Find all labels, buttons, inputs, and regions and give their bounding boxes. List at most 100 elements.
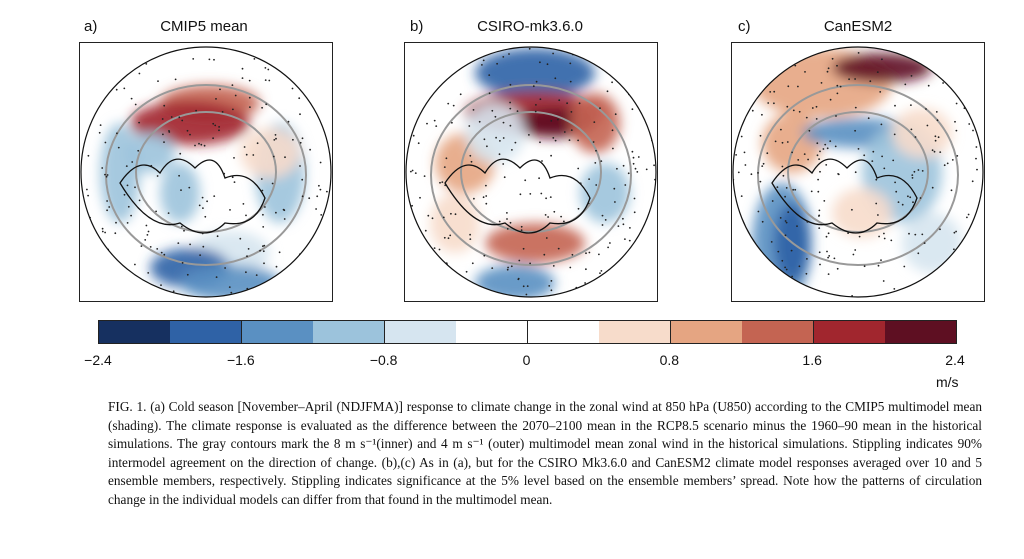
- contour-4ms: [430, 84, 632, 266]
- stipple-dot: [420, 106, 423, 109]
- stipple-dot: [208, 58, 211, 61]
- stipple-dot: [735, 154, 737, 156]
- stipple-dot: [249, 106, 251, 108]
- stipple-dot: [773, 102, 775, 105]
- stipple-dot: [737, 105, 740, 108]
- stipple-dot: [631, 150, 634, 153]
- stipple-dot: [965, 58, 968, 60]
- stipple-dot: [773, 90, 776, 93]
- stipple-dot: [506, 212, 508, 214]
- stipple-dot: [502, 56, 505, 58]
- stipple-dot: [469, 238, 472, 241]
- stipple-dot: [818, 251, 821, 254]
- stipple-dot: [733, 45, 735, 47]
- stipple-dot: [883, 232, 885, 235]
- stipple-dot: [566, 102, 568, 105]
- stipple-dot: [635, 51, 638, 54]
- stipple-dot: [309, 148, 311, 151]
- wind-anomaly-region: [570, 93, 620, 153]
- stipple-dot: [588, 251, 591, 254]
- stipple-dot: [584, 282, 586, 284]
- stipple-dot: [568, 139, 571, 141]
- stipple-dot: [837, 173, 839, 175]
- stipple-dot: [622, 164, 625, 167]
- stipple-dot: [854, 106, 857, 109]
- stipple-dot: [966, 216, 968, 219]
- stipple-dot: [112, 272, 115, 275]
- stipple-dot: [522, 247, 525, 250]
- colorbar-segment: [527, 321, 599, 343]
- stipple-dot: [645, 251, 647, 254]
- stipple-dot: [825, 164, 828, 166]
- stipple-dot: [454, 285, 457, 287]
- stipple-dot: [445, 157, 448, 160]
- stipple-dot: [950, 189, 953, 192]
- stipple-dot: [450, 55, 453, 57]
- stipple-dot: [953, 248, 955, 251]
- stipple-dot: [535, 80, 538, 83]
- stipple-dot: [823, 200, 826, 202]
- stipple-dot: [737, 171, 740, 174]
- stipple-dot: [740, 195, 743, 198]
- stipple-dot: [819, 170, 821, 173]
- stipple-dot: [881, 155, 883, 158]
- stipple-dot: [147, 272, 150, 274]
- stipple-dot: [327, 267, 330, 270]
- stipple-dot: [784, 195, 786, 198]
- stipple-dot: [615, 66, 618, 69]
- stipple-dot: [81, 272, 84, 275]
- stipple-dot: [262, 226, 265, 228]
- stipple-dot: [453, 293, 456, 296]
- stipple-dot: [622, 223, 625, 226]
- stipple-dot: [154, 52, 157, 55]
- stipple-dot: [894, 104, 896, 107]
- stipple-dot: [733, 271, 734, 274]
- stipple-dot: [569, 62, 572, 65]
- stipple-dot: [138, 121, 140, 124]
- colorbar-tick-label: −0.8: [369, 352, 398, 368]
- stipple-dot: [587, 202, 590, 205]
- stipple-dot: [867, 43, 869, 44]
- stipple-dot: [901, 203, 904, 206]
- stipple-dot: [189, 133, 191, 136]
- stipple-dot: [624, 184, 627, 186]
- stipple-dot: [509, 221, 512, 224]
- stipple-dot: [246, 287, 249, 290]
- stipple-dot: [919, 197, 922, 199]
- stipple-dot: [585, 268, 587, 271]
- stipple-dot: [806, 258, 808, 260]
- stipple-dot: [242, 203, 245, 205]
- stipple-dot: [826, 147, 829, 150]
- stipple-dot: [123, 60, 126, 63]
- stipple-dot: [774, 140, 777, 143]
- stipple-dot: [287, 120, 290, 123]
- stipple-dot: [410, 170, 412, 173]
- stipple-dot: [219, 88, 221, 91]
- wind-anomaly-region: [240, 128, 300, 178]
- stipple-dot: [794, 188, 797, 191]
- figure-caption: FIG. 1. (a) Cold season [November–April …: [108, 399, 982, 507]
- stipple-dot: [485, 202, 488, 205]
- stipple-dot: [557, 45, 559, 47]
- stipple-dot: [939, 151, 942, 153]
- stipple-dot: [319, 188, 322, 191]
- stipple-dot: [911, 174, 914, 177]
- stipple-dot: [817, 190, 820, 193]
- stipple-dot: [439, 181, 441, 184]
- stipple-dot: [503, 176, 506, 179]
- stipple-dot: [419, 105, 422, 108]
- stipple-dot: [272, 291, 274, 294]
- stipple-dot: [598, 253, 600, 256]
- stipple-dot: [104, 141, 107, 144]
- stipple-dot: [131, 161, 134, 163]
- stipple-dot: [819, 263, 821, 266]
- stipple-dot: [272, 52, 275, 55]
- stipple-dot: [261, 189, 264, 192]
- stipple-dot: [114, 232, 117, 235]
- stipple-dot: [163, 104, 166, 107]
- stipple-dot: [925, 108, 927, 110]
- stipple-dot: [96, 266, 99, 268]
- stipple-dot: [854, 249, 857, 251]
- stipple-dot: [320, 214, 323, 216]
- stipple-dot: [315, 208, 317, 210]
